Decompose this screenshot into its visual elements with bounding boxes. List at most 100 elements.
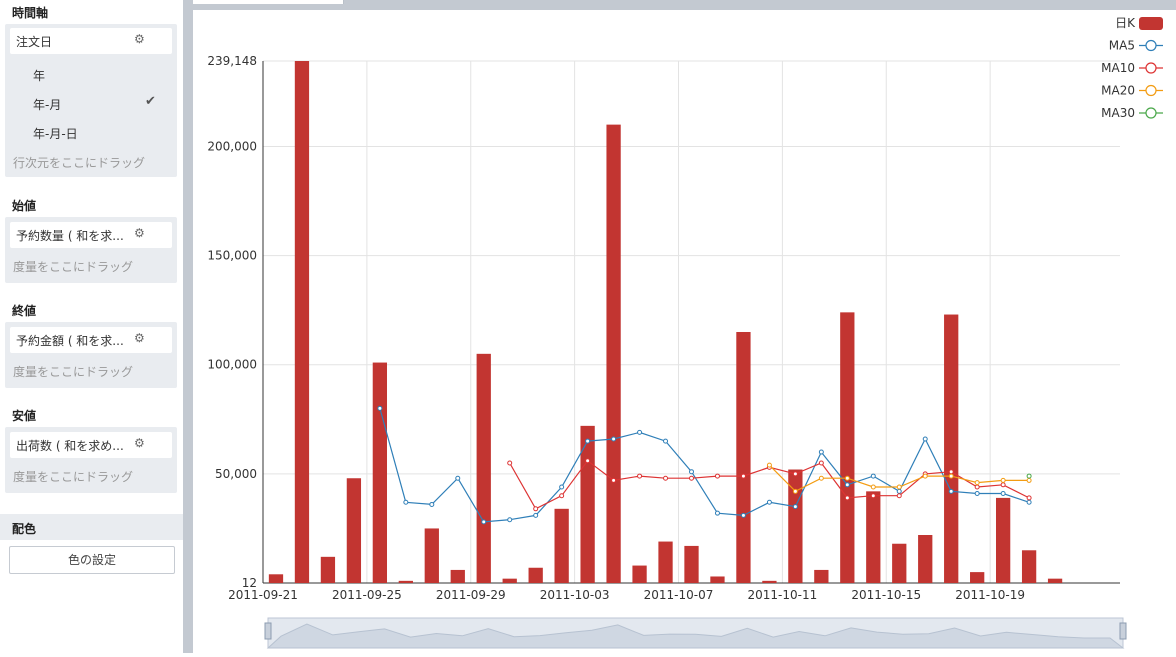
gear-icon[interactable]: ⚙ bbox=[134, 436, 145, 450]
color-settings-button[interactable]: 色の設定 bbox=[9, 546, 175, 574]
data-point-ma10 bbox=[559, 493, 565, 499]
legend-label: 日K bbox=[1115, 16, 1136, 30]
x-tick-label: 2011-10-11 bbox=[748, 588, 818, 602]
bar bbox=[424, 528, 439, 583]
bar bbox=[346, 478, 362, 583]
open-field[interactable]: 予約数量 ( 和を求... ⚙ bbox=[10, 222, 172, 248]
granularity-option-year-month-day[interactable]: 年-月-日 bbox=[33, 127, 78, 141]
bar bbox=[268, 574, 284, 583]
gear-icon[interactable]: ⚙ bbox=[134, 331, 145, 345]
data-point-ma5 bbox=[377, 405, 383, 411]
bar bbox=[554, 508, 569, 583]
data-point-ma10 bbox=[714, 473, 720, 479]
bar bbox=[866, 491, 881, 583]
bar bbox=[372, 362, 388, 583]
low-box: 出荷数 ( 和を求め... ⚙ 度量をここにドラッグ bbox=[5, 427, 177, 493]
open-field-label: 予約数量 ( 和を求... bbox=[16, 229, 124, 243]
bar bbox=[450, 569, 465, 583]
bar bbox=[710, 576, 725, 583]
data-point-ma5 bbox=[974, 491, 980, 497]
datazoom-preview bbox=[266, 623, 1125, 649]
data-point-ma5 bbox=[533, 512, 539, 518]
data-point-ma20 bbox=[870, 484, 876, 490]
top-tab[interactable] bbox=[193, 0, 344, 4]
open-drop-hint[interactable]: 度量をここにドラッグ bbox=[13, 260, 134, 274]
low-field-label: 出荷数 ( 和を求め... bbox=[16, 439, 124, 453]
datazoom-handle-left[interactable] bbox=[264, 622, 272, 640]
x-tick-label: 2011-10-15 bbox=[851, 588, 921, 602]
bar bbox=[398, 580, 413, 583]
data-point-ma10 bbox=[818, 460, 824, 466]
close-field[interactable]: 予約金額 ( 和を求... ⚙ bbox=[10, 327, 172, 353]
data-point-ma20 bbox=[792, 488, 798, 494]
time-axis-field[interactable]: 注文日 ⚙ bbox=[10, 28, 172, 54]
bar bbox=[918, 535, 933, 583]
bar bbox=[684, 545, 699, 583]
data-point-ma5 bbox=[870, 473, 876, 479]
y-tick-label: 100,000 bbox=[207, 358, 257, 372]
data-point-ma20 bbox=[844, 475, 850, 481]
bar bbox=[632, 565, 647, 583]
gear-icon[interactable]: ⚙ bbox=[134, 32, 145, 46]
x-tick-label: 2011-10-07 bbox=[644, 588, 714, 602]
granularity-option-year-month[interactable]: 年-月 bbox=[33, 98, 62, 112]
data-point-ma20 bbox=[1026, 477, 1032, 483]
granularity-option-year[interactable]: 年 bbox=[33, 69, 46, 83]
low-field[interactable]: 出荷数 ( 和を求め... ⚙ bbox=[10, 432, 172, 458]
kline-chart: 12 50,000 100,000 150,000 200,000 239,148 2011… bbox=[207, 16, 1163, 649]
panel-divider[interactable] bbox=[183, 0, 193, 653]
check-icon: ✔ bbox=[145, 94, 156, 109]
data-point-ma5 bbox=[948, 488, 954, 494]
bar bbox=[294, 61, 310, 583]
legend-swatch bbox=[1139, 17, 1163, 30]
legend-swatch-marker bbox=[1145, 62, 1157, 74]
data-point-ma20 bbox=[896, 484, 902, 490]
data-point-ma5 bbox=[429, 501, 435, 507]
data-point-ma5 bbox=[403, 499, 409, 505]
y-tick-label: 50,000 bbox=[215, 467, 257, 481]
bar bbox=[892, 543, 907, 583]
data-point-ma10 bbox=[792, 471, 798, 477]
sidebar: 時間軸 注文日 ⚙ 年 年-月 ✔ 年-月-日 行次元をここにドラッグ 始値 予… bbox=[0, 0, 183, 653]
close-drop-hint[interactable]: 度量をここにドラッグ bbox=[13, 365, 134, 379]
bar bbox=[320, 556, 336, 583]
data-point-ma10 bbox=[533, 506, 539, 512]
data-point-ma20 bbox=[922, 473, 928, 479]
legend-label: MA30 bbox=[1101, 106, 1135, 120]
data-point-ma5 bbox=[455, 475, 461, 481]
gear-icon[interactable]: ⚙ bbox=[134, 226, 145, 240]
time-axis-title: 時間軸 bbox=[12, 6, 49, 20]
x-tick-label: 2011-09-29 bbox=[436, 588, 506, 602]
data-point-ma5 bbox=[637, 429, 643, 435]
data-point-ma10 bbox=[1026, 495, 1032, 501]
x-tick-label: 2011-09-21 bbox=[228, 588, 298, 602]
low-drop-hint[interactable]: 度量をここにドラッグ bbox=[13, 470, 134, 484]
datazoom-handle-right[interactable] bbox=[1119, 622, 1127, 640]
legend-swatch-marker bbox=[1145, 84, 1157, 97]
data-point-ma5 bbox=[559, 484, 565, 490]
top-bar bbox=[193, 0, 1176, 10]
data-point-ma10 bbox=[585, 458, 591, 464]
legend-label: MA10 bbox=[1101, 61, 1135, 75]
bar bbox=[606, 124, 621, 584]
data-point-ma30 bbox=[1026, 473, 1032, 479]
bar bbox=[1047, 578, 1063, 583]
y-tick-label: 200,000 bbox=[207, 139, 257, 153]
bar bbox=[528, 567, 543, 583]
y-tick-label: 12 bbox=[242, 576, 257, 590]
data-point-ma5 bbox=[507, 517, 513, 523]
x-tick-label: 2011-09-25 bbox=[332, 588, 402, 602]
row-drop-hint[interactable]: 行次元をここにドラッグ bbox=[13, 156, 146, 170]
legend-label: MA20 bbox=[1101, 84, 1135, 98]
data-point-ma10 bbox=[637, 473, 643, 479]
data-point-ma5 bbox=[611, 436, 617, 442]
data-point-ma20 bbox=[1000, 477, 1006, 483]
data-point-ma5 bbox=[844, 482, 850, 488]
bar bbox=[840, 312, 855, 583]
bar bbox=[970, 572, 985, 583]
data-point-ma10 bbox=[844, 495, 850, 501]
bar bbox=[944, 314, 959, 583]
time-axis-field-label: 注文日 bbox=[16, 35, 53, 49]
legend-swatch-marker bbox=[1145, 39, 1157, 52]
bar bbox=[1021, 550, 1037, 583]
